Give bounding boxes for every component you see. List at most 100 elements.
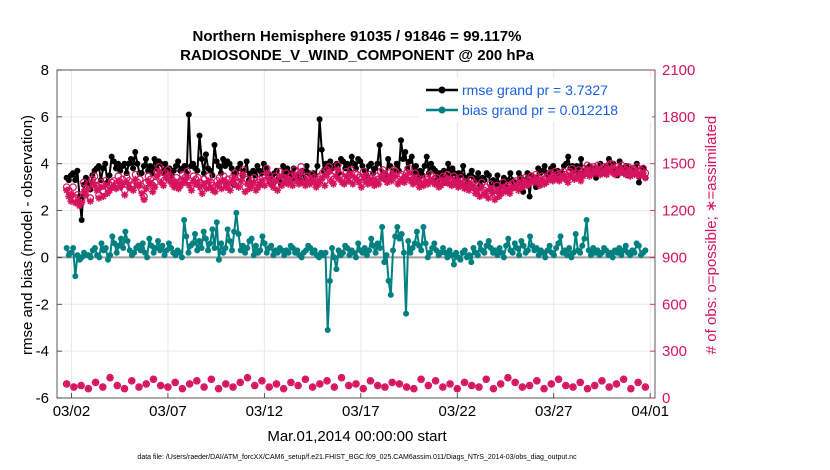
bias-point — [398, 231, 405, 237]
rmse-point — [142, 156, 149, 163]
obs-assimilated-point — [101, 181, 109, 190]
rmse-point — [402, 149, 409, 155]
obs-assimilated-point — [321, 181, 329, 190]
rmse-point — [132, 149, 139, 155]
obs-assimilated-point — [493, 186, 501, 194]
legend-bias-marker — [438, 106, 446, 114]
obs-assimilated-point — [244, 374, 251, 382]
obs-assimilated-point — [171, 378, 179, 386]
bias-point — [144, 254, 151, 261]
bias-point — [339, 249, 346, 256]
obs-assimilated-point — [568, 169, 576, 177]
obs-assimilated-point — [547, 380, 555, 388]
rmse-point — [400, 156, 407, 163]
rmse-point — [398, 137, 405, 144]
obs-assimilated-point — [405, 169, 413, 177]
obs-assimilated-point — [77, 382, 85, 389]
y-right-tick-label: 300 — [662, 343, 687, 360]
bias-point — [353, 254, 359, 261]
obs-assimilated-point — [297, 167, 305, 176]
bias-point — [209, 226, 216, 233]
bias-point — [500, 254, 507, 261]
rmse-point — [162, 160, 169, 167]
rmse-point — [303, 163, 310, 170]
bias-point — [503, 242, 510, 249]
bias-point — [233, 209, 240, 216]
obs-assimilated-point — [211, 188, 219, 196]
obs-assimilated-point — [583, 166, 591, 174]
bias-point — [583, 216, 590, 223]
obs-assimilated-point — [620, 375, 628, 383]
obs-assimilated-point — [146, 180, 155, 188]
bias-point — [202, 235, 209, 242]
rmse-point — [211, 141, 218, 148]
obs-assimilated-point — [280, 385, 288, 393]
rmse-point — [100, 165, 107, 172]
obs-assimilated-point — [236, 378, 244, 386]
rmse-point — [170, 167, 177, 174]
obs-assimilated-point — [584, 385, 591, 393]
bias-point — [518, 238, 525, 245]
obs-assimilated-point — [200, 383, 208, 391]
bias-point — [242, 249, 249, 256]
x-tick-label: 03/17 — [342, 403, 380, 420]
bias-point — [426, 249, 433, 256]
rmse-point — [254, 163, 261, 170]
bias-point — [474, 252, 481, 259]
bias-point — [168, 245, 175, 252]
obs-assimilated-point — [331, 172, 340, 180]
obs-assimilated-point — [359, 385, 367, 393]
y-right-tick-label: 1200 — [662, 203, 695, 220]
rmse-point — [541, 163, 548, 170]
obs-assimilated-point — [410, 385, 418, 393]
rmse-point — [314, 163, 321, 170]
rmse-point — [490, 177, 497, 184]
bias-point — [581, 235, 588, 242]
rmse-point — [344, 160, 351, 167]
obs-assimilated-point — [121, 385, 128, 393]
rmse-point — [74, 167, 81, 174]
y-left-tick-label: -2 — [36, 296, 49, 313]
obs-assimilated-point — [106, 374, 114, 382]
bias-point — [205, 247, 212, 254]
rmse-point — [194, 167, 201, 174]
rmse-point — [569, 163, 576, 170]
obs-assimilated-point — [316, 380, 324, 388]
obs-assimilated-point — [334, 166, 342, 174]
obs-assimilated-point — [641, 174, 649, 182]
obs-assimilated-point — [193, 377, 201, 385]
bias-point — [550, 252, 557, 259]
obs-assimilated-point — [591, 382, 599, 389]
y-right-tick-label: 600 — [662, 296, 687, 313]
bias-point — [622, 242, 629, 249]
obs-assimilated-point — [540, 385, 548, 393]
bias-point — [176, 249, 183, 256]
obs-assimilated-point — [187, 186, 196, 194]
bias-point — [422, 240, 429, 247]
obs-assimilated-point — [514, 186, 523, 194]
bias-point — [477, 240, 484, 247]
bias-point — [372, 249, 379, 256]
bias-point — [450, 261, 457, 268]
obs-assimilated-point — [491, 196, 499, 204]
obs-assimilated-point — [207, 375, 215, 383]
obs-assimilated-point — [489, 189, 497, 197]
bias-point — [379, 223, 386, 230]
obs-assimilated-point — [142, 380, 150, 388]
rmse-point — [387, 163, 394, 170]
obs-assimilated-point — [424, 382, 432, 389]
obs-assimilated-point — [518, 383, 526, 391]
bias-point — [213, 219, 220, 226]
obs-assimilated-point — [113, 382, 121, 389]
obs-assimilated-point — [294, 382, 302, 389]
axes-layer: 03/02 03/07 03/12 03/17 03/22 03/27 04/01 8 6 4 2 0… — [36, 62, 696, 420]
rmse-point — [449, 165, 456, 172]
bias-point — [113, 249, 120, 256]
obs-assimilated-point — [159, 181, 168, 190]
obs-assimilated-point — [338, 374, 345, 382]
obs-assimilated-point — [497, 380, 505, 388]
obs-assimilated-point — [446, 380, 454, 388]
plot-frame — [56, 69, 656, 399]
obs-assimilated-point — [84, 185, 92, 193]
bias-point — [124, 238, 131, 245]
